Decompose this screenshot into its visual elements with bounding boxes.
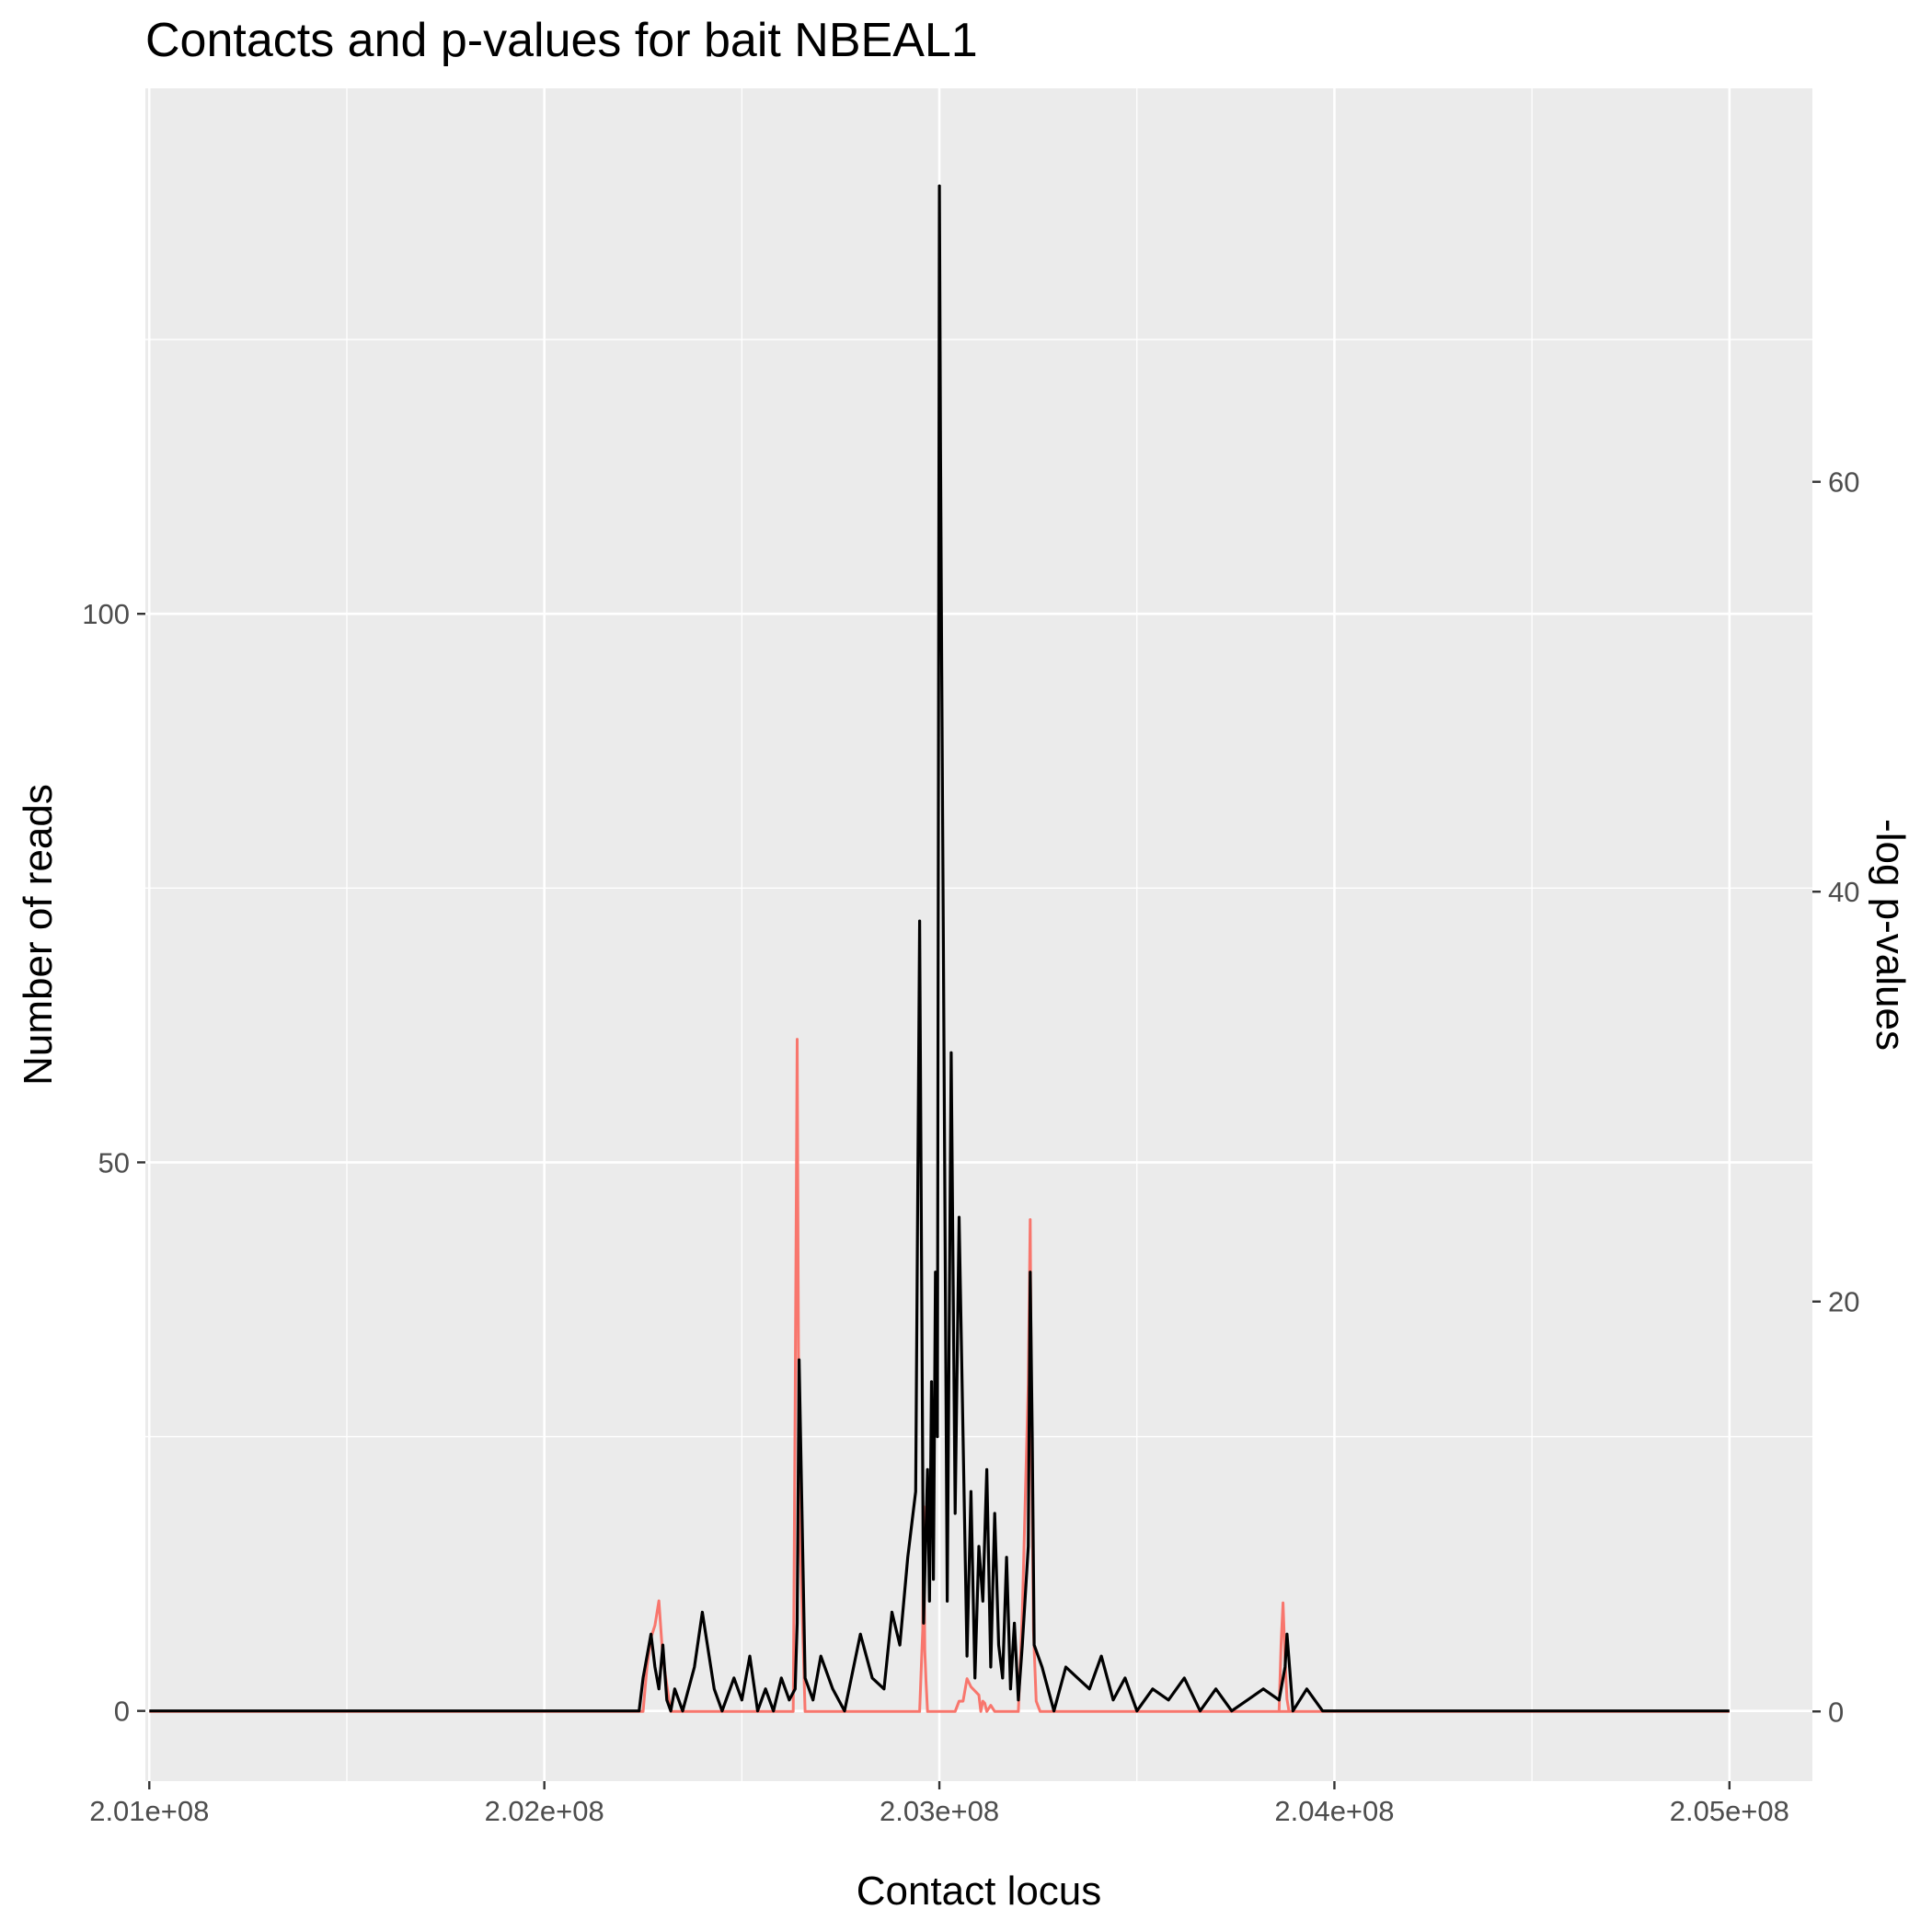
chart-title: Contacts and p-values for bait NBEAL1 [145,14,978,67]
y-tick-label: 0 [114,1696,130,1728]
series-layer [149,184,1730,1713]
x-axis-title: Contact locus [857,1869,1102,1914]
y2-axis-title: -log p-values [1868,819,1913,1051]
y-tick-label: 100 [82,598,130,630]
y-axis-left: 0 50 100 [82,598,145,1728]
y2-tick-label: 20 [1828,1286,1859,1318]
series-line-pvalues [149,1038,1730,1713]
y2-tick-label: 0 [1828,1696,1844,1728]
x-tick-label: 2.05e+08 [1670,1795,1789,1827]
minor-grid [145,88,1812,1781]
y-axis-right: 0 20 40 60 [1812,466,1859,1728]
x-tick-label: 2.01e+08 [89,1795,209,1827]
x-tick-label: 2.03e+08 [880,1795,999,1827]
x-tick-label: 2.02e+08 [485,1795,604,1827]
series-line-reads [149,184,1730,1713]
plot-panel [145,88,1812,1781]
y-axis-title: Number of reads [16,784,61,1086]
x-tick-label: 2.04e+08 [1274,1795,1394,1827]
y2-tick-label: 40 [1828,876,1859,908]
y2-tick-label: 60 [1828,466,1859,499]
y-tick-label: 50 [98,1146,130,1179]
x-axis: 2.01e+08 2.02e+08 2.03e+08 2.04e+08 2.05e+08 [89,1781,1789,1827]
